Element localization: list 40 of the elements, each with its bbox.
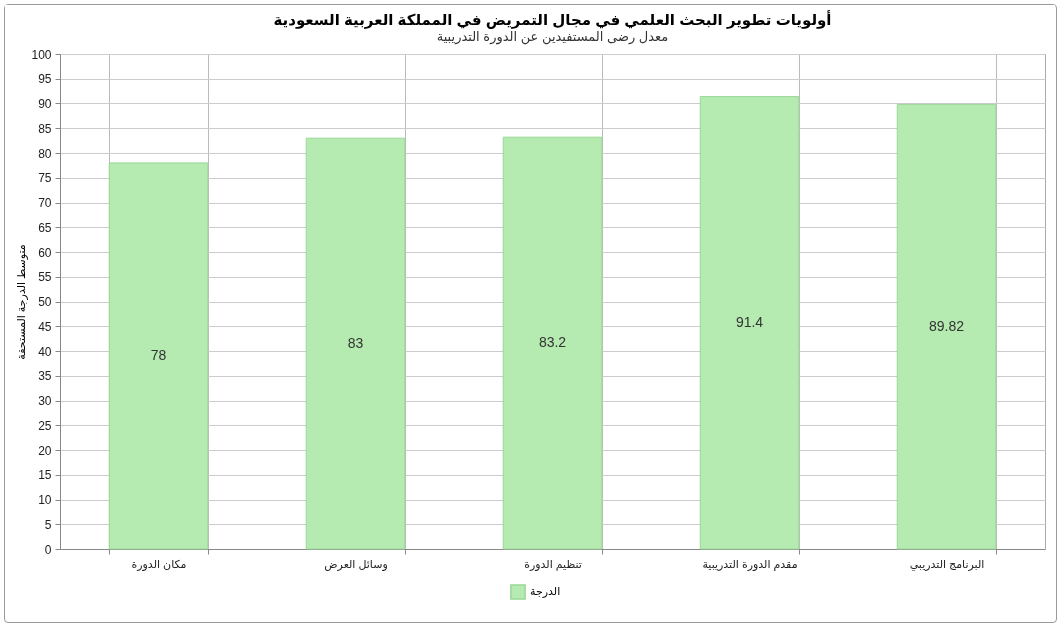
y-tick-label: 15 [38, 468, 52, 483]
y-tick-label: 20 [38, 443, 52, 458]
x-tick-label: تنظيم الدورة [524, 557, 582, 571]
y-tick-label: 10 [38, 493, 52, 507]
data-label: 83 [347, 334, 364, 351]
x-tick-label: مكان الدورة [131, 557, 187, 571]
data-label: 83.2 [538, 334, 567, 351]
y-tick-label: 100 [31, 47, 52, 62]
y-tick-label: 25 [38, 418, 52, 433]
y-tick-label: 85 [38, 121, 52, 136]
bar [699, 96, 800, 550]
y-tick-label: 80 [38, 146, 52, 161]
y-tick-label: 90 [38, 97, 52, 111]
legend-label: الدرجة [530, 585, 561, 598]
y-tick-label: 0 [44, 542, 52, 557]
chart-subtitle: معدل رضى المستفيدين عن الدورة التدريبية [436, 29, 669, 45]
bar [108, 162, 209, 550]
data-label: 91.4 [735, 313, 764, 330]
x-tick-label: مقدم الدورة التدريبية [702, 557, 798, 571]
y-tick-label: 5 [44, 517, 52, 532]
chart-title: أولويات تطوير البحث العلمي في مجال التمريض في المملكة العربية السعودية [273, 10, 832, 29]
y-tick-label: 50 [38, 295, 52, 309]
bar [896, 103, 997, 550]
data-label: 78 [150, 346, 167, 363]
y-tick-label: 30 [38, 394, 52, 408]
y-tick-label: 95 [38, 72, 52, 87]
y-tick-label: 60 [38, 245, 52, 260]
y-tick-label: 35 [38, 369, 52, 384]
x-tick-label: وسائل العرض [324, 557, 388, 571]
y-tick-label: 55 [38, 270, 52, 285]
y-tick-label: 75 [38, 171, 52, 186]
y-tick-label: 45 [38, 319, 52, 334]
y-axis-title: متوسط الدرجة المستحقة [15, 244, 29, 360]
y-tick-label: 65 [38, 220, 52, 235]
bar [502, 136, 603, 550]
x-tick-label: البرنامج التدريبي [909, 557, 985, 571]
data-label: 89.82 [928, 317, 965, 334]
y-tick-label: 40 [38, 344, 52, 359]
bar [305, 137, 406, 550]
y-tick-label: 70 [38, 196, 52, 210]
